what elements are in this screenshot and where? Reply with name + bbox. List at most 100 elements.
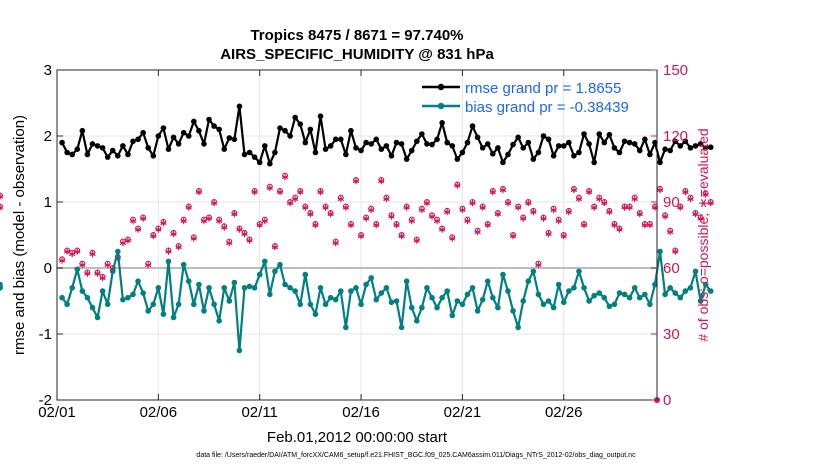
series-point	[505, 288, 511, 294]
obs-evaluated-point: *	[646, 221, 653, 236]
obs-possible-point	[581, 221, 587, 227]
series-point	[586, 298, 592, 304]
series-point	[59, 294, 65, 301]
series-point	[444, 139, 451, 146]
obs-possible-point	[646, 221, 653, 227]
series-point	[500, 271, 506, 278]
series-point	[490, 294, 496, 301]
obs-possible-point	[510, 232, 517, 238]
series-point	[332, 296, 339, 303]
series-point	[155, 133, 162, 139]
series-point	[459, 149, 466, 156]
series-point	[464, 139, 471, 146]
series-point	[64, 149, 70, 156]
series-point	[109, 268, 116, 275]
obs-evaluated-point: *	[94, 270, 101, 285]
obs-possible-point	[530, 207, 537, 214]
obs-possible-point	[383, 194, 390, 201]
series-point	[682, 138, 689, 145]
obs-possible-point	[292, 194, 299, 201]
series-point	[175, 301, 182, 308]
series-point	[652, 139, 658, 146]
series-point	[388, 153, 395, 159]
obs-possible-point	[474, 227, 481, 234]
series-point	[550, 304, 557, 311]
obs-evaluated-point: *	[140, 215, 147, 230]
series-point	[272, 149, 278, 156]
y-tick-label: -2	[39, 392, 52, 409]
obs-evaluated-point: *	[145, 261, 152, 276]
series-point	[626, 294, 633, 301]
series-point	[170, 314, 177, 321]
obs-possible-point	[271, 243, 278, 249]
obs-possible-point	[175, 243, 182, 249]
obs-evaluated-point: *	[130, 217, 137, 232]
series-point	[160, 311, 167, 318]
series-point	[368, 275, 374, 281]
series-point	[383, 143, 390, 149]
series-point	[616, 290, 623, 296]
obs-evaluated-point: *	[201, 217, 208, 232]
series-point	[647, 151, 653, 158]
series-point	[555, 281, 562, 288]
series-point	[682, 288, 689, 294]
series-point	[642, 291, 648, 298]
series-point	[530, 156, 537, 162]
obs-evaluated-point: *	[119, 239, 126, 254]
series-point	[196, 127, 202, 134]
series-point	[327, 294, 334, 301]
series-point	[69, 151, 76, 158]
obs-possible-point	[190, 234, 197, 241]
obs-possible-point	[317, 188, 324, 194]
series-point	[292, 114, 298, 121]
series-point	[505, 151, 511, 158]
obs-evaluated-point: *	[74, 248, 81, 263]
series-point	[707, 288, 714, 294]
series-point	[155, 285, 162, 291]
x-tick-label: 02/16	[342, 404, 380, 421]
series-point	[535, 291, 542, 298]
obs-possible-point	[469, 199, 476, 205]
obs-evaluated-point: *	[576, 195, 583, 210]
series-point	[616, 149, 623, 156]
series-point	[657, 248, 663, 255]
series-point	[424, 285, 430, 291]
obs-possible-point	[667, 227, 674, 234]
obs-evaluated-point: *	[337, 195, 344, 210]
series-point	[484, 141, 491, 147]
obs-possible-point	[697, 214, 704, 221]
series-point	[515, 324, 521, 331]
obs-possible-point	[505, 199, 511, 205]
obs-possible-point	[692, 210, 699, 216]
series-point	[236, 347, 243, 354]
obs-evaluated-point: *	[434, 217, 441, 232]
y-axis-label: rmse and bias (model - observation)	[11, 115, 28, 355]
obs-evaluated-point: *	[631, 195, 638, 210]
obs-possible-point	[256, 221, 263, 227]
bias-series	[0, 248, 714, 354]
obs-possible-point	[677, 203, 684, 210]
series-point	[64, 301, 70, 308]
series-point	[297, 121, 304, 127]
series-point	[687, 145, 694, 151]
obs-possible-point	[119, 238, 126, 245]
obs-evaluated-point: *	[266, 184, 273, 199]
series-point	[383, 285, 390, 291]
series-point	[267, 160, 273, 167]
obs-possible-point	[636, 210, 643, 216]
obs-evaluated-point: *	[190, 234, 197, 249]
series-point	[353, 145, 359, 151]
obs-evaluated-point: *	[510, 232, 517, 247]
series-point	[211, 301, 217, 308]
series-point	[165, 146, 172, 152]
series-point	[535, 149, 542, 156]
series-point	[317, 285, 324, 291]
rmse-series	[59, 103, 714, 167]
obs-evaluated-point: *	[373, 221, 380, 236]
series-point	[601, 139, 608, 146]
obs-possible-point	[266, 183, 273, 190]
series-point	[120, 296, 126, 303]
obs-evaluated-point: *	[89, 250, 96, 265]
y-axis-label-right: # of obs: o=possible; ∗=evaluated	[695, 128, 711, 341]
